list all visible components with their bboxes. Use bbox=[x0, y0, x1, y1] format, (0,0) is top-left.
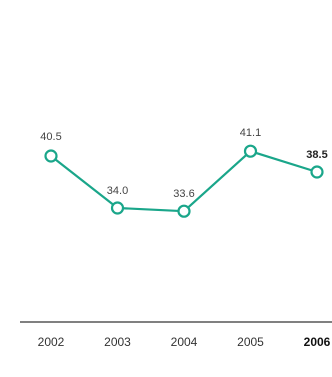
x-tick-label-2002: 2002 bbox=[38, 335, 65, 349]
data-label-2002: 40.5 bbox=[40, 131, 61, 143]
data-label-2004: 33.6 bbox=[173, 188, 194, 200]
data-point-2005 bbox=[243, 144, 258, 158]
data-labels-group: 40.5 34.0 33.6 41.1 38.5 bbox=[40, 127, 327, 200]
x-tick-label-2005: 2005 bbox=[237, 335, 264, 349]
x-tick-labels-group: 2002 2003 2004 2005 2006 bbox=[38, 335, 331, 349]
data-label-2005: 41.1 bbox=[240, 127, 261, 139]
x-tick-label-2004: 2004 bbox=[171, 335, 198, 349]
data-point-2006 bbox=[310, 165, 324, 179]
markers-group bbox=[44, 144, 324, 218]
series-line bbox=[50, 150, 318, 213]
data-point-2004 bbox=[177, 204, 191, 218]
data-label-2006: 38.5 bbox=[306, 149, 327, 161]
data-label-2003: 34.0 bbox=[107, 185, 128, 197]
x-tick-label-2003: 2003 bbox=[104, 335, 131, 349]
data-point-2002 bbox=[44, 149, 58, 163]
data-point-2003 bbox=[110, 201, 125, 215]
x-tick-label-2006: 2006 bbox=[304, 335, 331, 349]
